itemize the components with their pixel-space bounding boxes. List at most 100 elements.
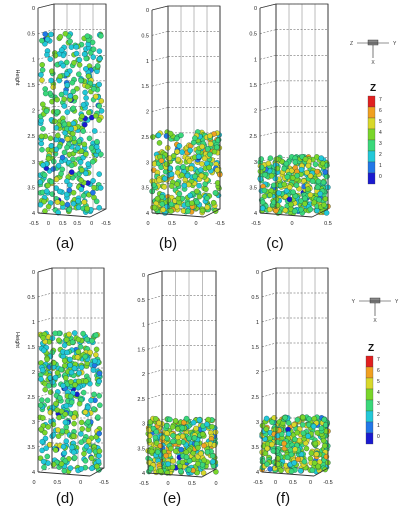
frame-edge [311, 208, 329, 218]
panel-label: (c) [266, 235, 284, 252]
particle [176, 191, 183, 197]
particle [73, 50, 80, 57]
particle [174, 148, 180, 155]
grid-line [151, 31, 169, 36]
particle [68, 162, 75, 169]
orientation-cube [367, 39, 379, 46]
particle [42, 429, 48, 436]
particle [268, 173, 275, 179]
y-tick-label: 0 [254, 6, 257, 12]
particle [196, 182, 202, 189]
particle [69, 444, 75, 451]
particle [45, 155, 52, 162]
particle [94, 138, 100, 145]
particle [292, 436, 298, 443]
particle [84, 336, 90, 343]
particle [193, 425, 199, 432]
particle [147, 419, 153, 425]
particle [71, 449, 77, 455]
particle [98, 151, 104, 158]
particle [55, 433, 62, 439]
particle [174, 169, 181, 176]
particle [214, 167, 221, 173]
particle [267, 466, 273, 472]
particle [72, 94, 79, 101]
particle [58, 47, 65, 53]
particle [281, 440, 287, 447]
particle [38, 426, 44, 433]
particle [172, 418, 179, 424]
particle [71, 420, 77, 427]
particle [77, 344, 84, 350]
particle [45, 424, 51, 430]
particle [271, 199, 277, 206]
particle [93, 93, 99, 100]
particle [315, 178, 322, 185]
particle [187, 192, 193, 199]
particle [44, 356, 50, 363]
particle [170, 438, 176, 445]
particle [95, 414, 101, 420]
particle [78, 77, 84, 84]
y-tick-label: 4 [142, 471, 145, 477]
particle [37, 201, 44, 208]
y-tick-label: 0.5 [249, 32, 257, 38]
frame-edge [37, 212, 91, 218]
grid-line [151, 56, 169, 61]
particle [288, 167, 295, 174]
particle [39, 37, 45, 44]
particle [44, 397, 51, 404]
particle [190, 419, 197, 426]
particle [207, 151, 213, 158]
particle [64, 136, 71, 142]
particle [174, 203, 180, 210]
particle [96, 453, 102, 459]
particle [307, 192, 314, 198]
particle [70, 120, 77, 127]
particle [93, 144, 100, 150]
particle [204, 195, 210, 201]
grid-line [37, 467, 53, 473]
particle [201, 457, 207, 464]
colorbar-2: Z7 6 5 4 3 2 1 0 [365, 343, 380, 445]
colorbar-level-label: 0 [379, 174, 382, 180]
particle [41, 347, 47, 354]
particle [61, 357, 68, 364]
particle [48, 143, 55, 149]
y-tick-label: 4 [32, 211, 35, 217]
particle [47, 135, 54, 142]
y-tick-label: 3 [256, 420, 259, 426]
particle [186, 467, 192, 473]
particle [284, 454, 291, 461]
particle [266, 206, 273, 213]
frame-edge [147, 270, 163, 276]
particle [204, 421, 210, 428]
orientation-label: X [373, 318, 377, 324]
particle [320, 179, 327, 186]
particle [324, 162, 330, 169]
particle [306, 416, 312, 422]
particle [298, 206, 304, 213]
y-tick-label: 1.5 [27, 345, 35, 351]
frame-edge [203, 208, 221, 218]
particle [199, 431, 206, 438]
particle [58, 366, 65, 373]
particle [57, 395, 63, 401]
particle [82, 409, 89, 415]
particle [40, 101, 46, 108]
colorbar-level-label: 1 [379, 163, 382, 169]
colorbar-swatch [365, 355, 374, 368]
colorbar-level-label: 6 [377, 368, 380, 374]
particle [49, 379, 56, 385]
particle [155, 449, 161, 455]
particle [272, 426, 279, 433]
colorbar-level-label: 5 [379, 119, 382, 125]
particle [75, 198, 81, 204]
particle [186, 435, 192, 442]
particle [96, 56, 103, 62]
y-tick-label: 1.5 [249, 83, 257, 89]
particle [168, 445, 174, 452]
x-tick-label: 0 [309, 480, 312, 486]
frame-edge [89, 467, 105, 477]
particle [323, 210, 330, 216]
